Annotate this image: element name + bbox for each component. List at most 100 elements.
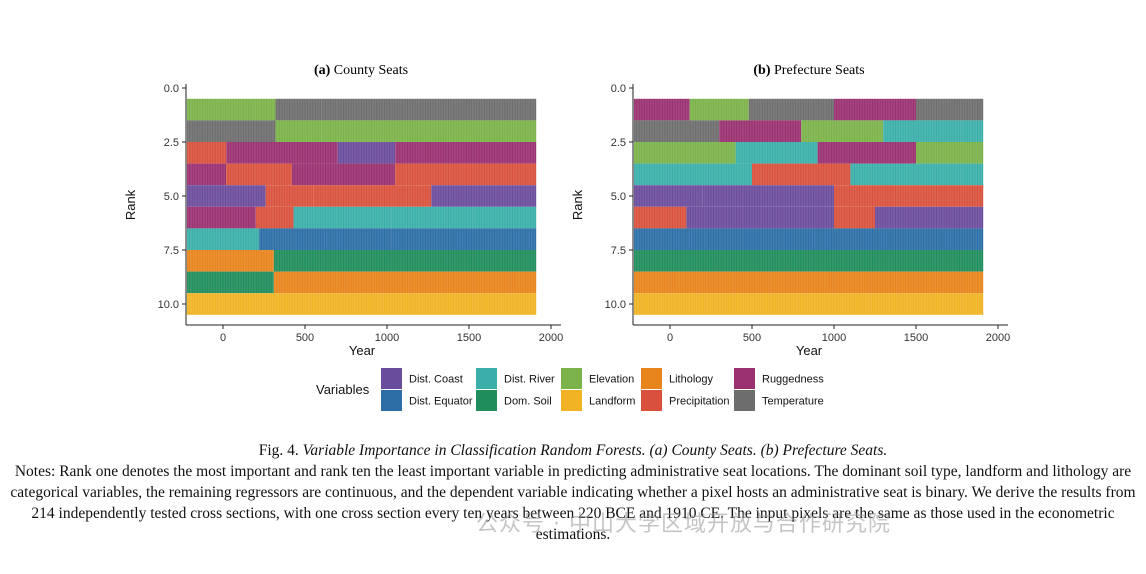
y-tick-label-a: 2.5 bbox=[164, 137, 179, 149]
cell-b-rank4-0 bbox=[633, 163, 752, 186]
cell-a-rank3-0 bbox=[186, 142, 227, 164]
figure-notes: Notes: Rank one denotes the most importa… bbox=[8, 461, 1138, 545]
tile-stripes-a bbox=[186, 98, 537, 315]
cell-a-rank4-0 bbox=[186, 163, 227, 186]
cell-b-rank1-3 bbox=[834, 98, 916, 121]
legend-label: Elevation bbox=[589, 374, 634, 386]
cell-a-rank1-2 bbox=[321, 98, 537, 121]
cell-a-rank6-0 bbox=[186, 206, 256, 229]
legend-items: Dist. Coast Dist. Equator Dist. River Dom. … bbox=[381, 368, 824, 411]
cell-b-rank5-1 bbox=[702, 185, 834, 207]
cell-b-rank2-1 bbox=[719, 120, 802, 142]
cell-a-rank3-2 bbox=[337, 142, 396, 164]
cell-a-rank10-0 bbox=[186, 293, 537, 315]
x-axis-title-b: Year bbox=[796, 343, 823, 358]
cell-a-rank6-2 bbox=[293, 206, 392, 229]
x-tick-label-b: 500 bbox=[743, 332, 761, 344]
x-tick-label-b: 1000 bbox=[822, 332, 846, 344]
cell-b-rank9-0 bbox=[633, 271, 984, 294]
cell-a-rank1-0 bbox=[186, 98, 276, 121]
cell-a-rank3-3 bbox=[395, 142, 537, 164]
y-tick-label-b: 0.0 bbox=[611, 83, 626, 95]
legend-swatch bbox=[476, 390, 497, 411]
x-tick-label-a: 500 bbox=[296, 332, 314, 344]
cell-b-rank5-0 bbox=[633, 185, 703, 207]
panel-county-seats: (a) County Seats 0.0 2.5 5.0 7.5 10.0 0 500 100… bbox=[123, 63, 563, 358]
legend-label: Dist. Equator bbox=[409, 396, 473, 408]
cell-a-rank7-2 bbox=[391, 228, 537, 250]
cell-a-rank1-1 bbox=[275, 98, 322, 121]
cell-b-rank10-0 bbox=[633, 293, 984, 315]
y-axis-title-a: Rank bbox=[123, 189, 138, 220]
cell-a-rank4-2 bbox=[291, 163, 396, 186]
figure-caption: Fig. 4. Variable Importance in Classific… bbox=[0, 440, 1146, 461]
cell-a-rank7-0 bbox=[186, 228, 260, 250]
cell-b-rank4-1 bbox=[752, 163, 851, 186]
y-tick-label-b: 10.0 bbox=[605, 299, 626, 311]
panel-prefecture-seats: (b) Prefecture Seats 0.0 2.5 5.0 7.5 10.0 0 50… bbox=[570, 63, 1010, 358]
legend-label: Ruggedness bbox=[762, 374, 824, 386]
panel-title-b: (b) Prefecture Seats bbox=[753, 63, 864, 78]
y-tick-label-a: 10.0 bbox=[158, 299, 179, 311]
legend-swatch bbox=[381, 368, 402, 389]
cell-b-rank5-2 bbox=[834, 185, 984, 207]
cell-a-rank2-2 bbox=[321, 120, 537, 142]
cell-a-rank9-1 bbox=[273, 271, 537, 294]
cell-b-rank2-3 bbox=[883, 120, 984, 142]
notes-label: Notes: bbox=[14, 463, 56, 480]
cell-a-rank8-1 bbox=[273, 250, 537, 272]
heatmap-cells-b bbox=[633, 98, 984, 315]
y-tick-label-a: 5.0 bbox=[164, 191, 179, 203]
x-tick-label-a: 1000 bbox=[375, 332, 399, 344]
axes-b: 0.0 2.5 5.0 7.5 10.0 0 500 1000 1500 2000 bbox=[605, 83, 1011, 344]
notes-text: Rank one denotes the most important and … bbox=[10, 463, 1136, 543]
legend-label: Landform bbox=[589, 396, 635, 408]
cell-b-rank6-0 bbox=[633, 206, 687, 229]
cell-a-rank5-3 bbox=[431, 185, 537, 207]
cell-a-rank2-1 bbox=[275, 120, 322, 142]
legend-swatch bbox=[561, 390, 582, 411]
legend-label: Dom. Soil bbox=[504, 396, 552, 408]
cell-b-rank6-3 bbox=[875, 206, 984, 229]
x-tick-label-a: 1500 bbox=[457, 332, 481, 344]
cell-a-rank4-3 bbox=[395, 163, 537, 186]
tile-stripes-b bbox=[633, 98, 984, 315]
axes-a: 0.0 2.5 5.0 7.5 10.0 0 500 1000 1500 2000 bbox=[158, 83, 564, 344]
cell-b-rank7-0 bbox=[633, 228, 984, 250]
cell-a-rank5-2 bbox=[313, 185, 432, 207]
caption-prefix: Fig. 4. bbox=[258, 442, 303, 459]
cell-b-rank3-3 bbox=[916, 142, 984, 164]
caption-title: Variable Importance in Classification Ra… bbox=[302, 442, 888, 459]
y-tick-label-a: 0.0 bbox=[164, 83, 179, 95]
legend-label: Dist. Coast bbox=[409, 374, 463, 386]
cell-a-rank4-1 bbox=[226, 163, 292, 186]
y-tick-label-b: 7.5 bbox=[611, 245, 626, 257]
cell-a-rank6-1 bbox=[255, 206, 294, 229]
cell-b-rank6-1 bbox=[686, 206, 834, 229]
cell-a-rank7-1 bbox=[259, 228, 392, 250]
figure: (a) County Seats 0.0 2.5 5.0 7.5 10.0 0 500 100… bbox=[123, 63, 1010, 411]
cell-b-rank6-2 bbox=[834, 206, 875, 229]
legend-swatch bbox=[734, 368, 755, 389]
x-tick-label-b: 2000 bbox=[986, 332, 1010, 344]
legend-label: Dist. River bbox=[504, 374, 555, 386]
legend-label: Temperature bbox=[762, 396, 824, 408]
cell-b-rank8-0 bbox=[633, 250, 984, 272]
cell-b-rank2-2 bbox=[801, 120, 884, 142]
cell-b-rank1-0 bbox=[633, 98, 690, 121]
cell-a-rank3-1 bbox=[226, 142, 338, 164]
cell-b-rank3-2 bbox=[817, 142, 916, 164]
cell-a-rank6-3 bbox=[391, 206, 537, 229]
x-tick-label-a: 0 bbox=[220, 332, 226, 344]
x-axis-title-a: Year bbox=[349, 343, 376, 358]
cell-a-rank5-1 bbox=[265, 185, 314, 207]
cell-b-rank3-1 bbox=[735, 142, 818, 164]
cell-a-rank9-0 bbox=[186, 271, 274, 294]
cell-a-rank2-0 bbox=[186, 120, 276, 142]
y-tick-label-b: 5.0 bbox=[611, 191, 626, 203]
x-tick-label-b: 1500 bbox=[904, 332, 928, 344]
legend-swatch bbox=[476, 368, 497, 389]
watermark-text: 公众号 · 中山大学区域开放与合作研究院 bbox=[476, 512, 891, 537]
legend-swatch bbox=[561, 368, 582, 389]
legend-swatch bbox=[734, 390, 755, 411]
